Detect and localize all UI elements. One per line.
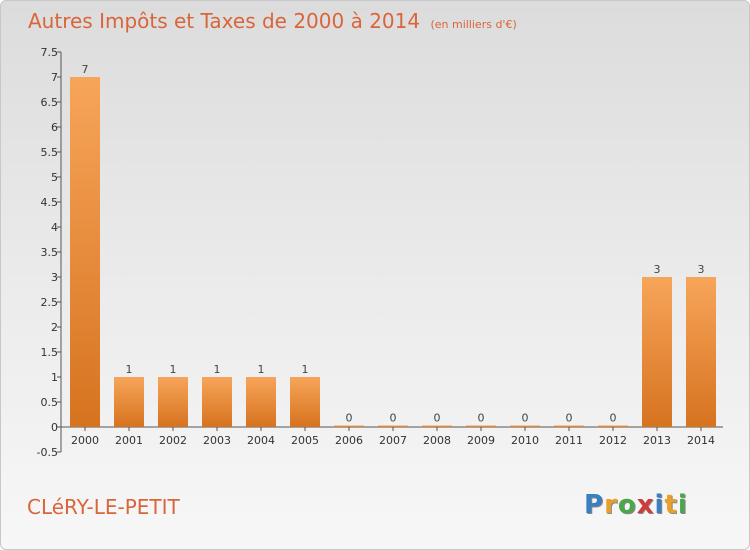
y-tick-label: 2.5 (41, 296, 59, 309)
x-tick-label: 2004 (247, 434, 275, 447)
y-tick-label: 4.5 (41, 196, 59, 209)
data-label: 1 (302, 363, 309, 376)
bar (598, 425, 628, 427)
x-tick-label: 2003 (203, 434, 231, 447)
bar (422, 425, 452, 427)
bar (686, 277, 716, 427)
y-tick-label: 5.5 (41, 146, 59, 159)
chart-title-unit: (en milliers d'€) (430, 18, 517, 31)
x-tick-label: 2002 (159, 434, 187, 447)
logo-letter: o (617, 490, 637, 520)
data-label: 3 (698, 263, 705, 276)
y-tick-label: 6.5 (41, 96, 59, 109)
bar (466, 425, 496, 427)
logo-letter: x (636, 490, 655, 520)
data-label: 3 (654, 263, 661, 276)
logo-letter: r (604, 490, 618, 520)
y-tick-label: -0.5 (37, 446, 58, 459)
y-tick-label: 5 (51, 171, 58, 184)
data-label: 1 (126, 363, 133, 376)
x-tick-label: 2014 (687, 434, 715, 447)
bar (554, 425, 584, 427)
bar (158, 377, 188, 427)
x-tick-label: 2011 (555, 434, 583, 447)
bar (510, 425, 540, 427)
y-tick-label: 2 (51, 321, 58, 334)
y-tick-label: 3.5 (41, 246, 59, 259)
y-tick-label: 7.5 (41, 46, 59, 59)
data-label: 0 (346, 412, 353, 425)
x-tick-label: 2007 (379, 434, 407, 447)
proxiti-logo: Proxiti (584, 490, 688, 520)
bar (378, 425, 408, 427)
data-label: 0 (434, 412, 441, 425)
y-tick-label: 4 (51, 221, 58, 234)
commune-name: CLéRY-LE-PETIT (27, 495, 180, 519)
y-tick-label: 7 (51, 71, 58, 84)
x-tick-label: 2000 (71, 434, 99, 447)
bar (246, 377, 276, 427)
chart-title: Autres Impôts et Taxes de 2000 à 2014 (e… (28, 9, 517, 33)
bar (114, 377, 144, 427)
x-tick-label: 2008 (423, 434, 451, 447)
logo-letter: P (584, 490, 605, 520)
data-label: 0 (522, 412, 529, 425)
x-tick-label: 2005 (291, 434, 319, 447)
logo-letter: i (677, 490, 688, 520)
x-tick-label: 2012 (599, 434, 627, 447)
x-tick-label: 2009 (467, 434, 495, 447)
bar (334, 425, 364, 427)
y-tick-label: 3 (51, 271, 58, 284)
x-tick-label: 2006 (335, 434, 363, 447)
y-tick-label: 0.5 (41, 396, 59, 409)
data-label: 0 (478, 412, 485, 425)
x-tick-label: 2013 (643, 434, 671, 447)
data-label: 0 (610, 412, 617, 425)
bar (290, 377, 320, 427)
bar (202, 377, 232, 427)
bar (70, 77, 100, 427)
y-tick-label: 0 (51, 421, 58, 434)
y-tick-label: 1 (51, 371, 58, 384)
data-label: 0 (566, 412, 573, 425)
data-label: 1 (258, 363, 265, 376)
x-tick-label: 2001 (115, 434, 143, 447)
y-tick-label: 6 (51, 121, 58, 134)
logo-letter: t (664, 490, 678, 520)
data-label: 7 (82, 63, 89, 76)
data-label: 1 (214, 363, 221, 376)
y-tick-label: 1.5 (41, 346, 59, 359)
chart-title-text: Autres Impôts et Taxes de 2000 à 2014 (28, 9, 421, 33)
data-label: 1 (170, 363, 177, 376)
data-label: 0 (390, 412, 397, 425)
bar (642, 277, 672, 427)
x-tick-label: 2010 (511, 434, 539, 447)
logo-letter: i (654, 490, 665, 520)
